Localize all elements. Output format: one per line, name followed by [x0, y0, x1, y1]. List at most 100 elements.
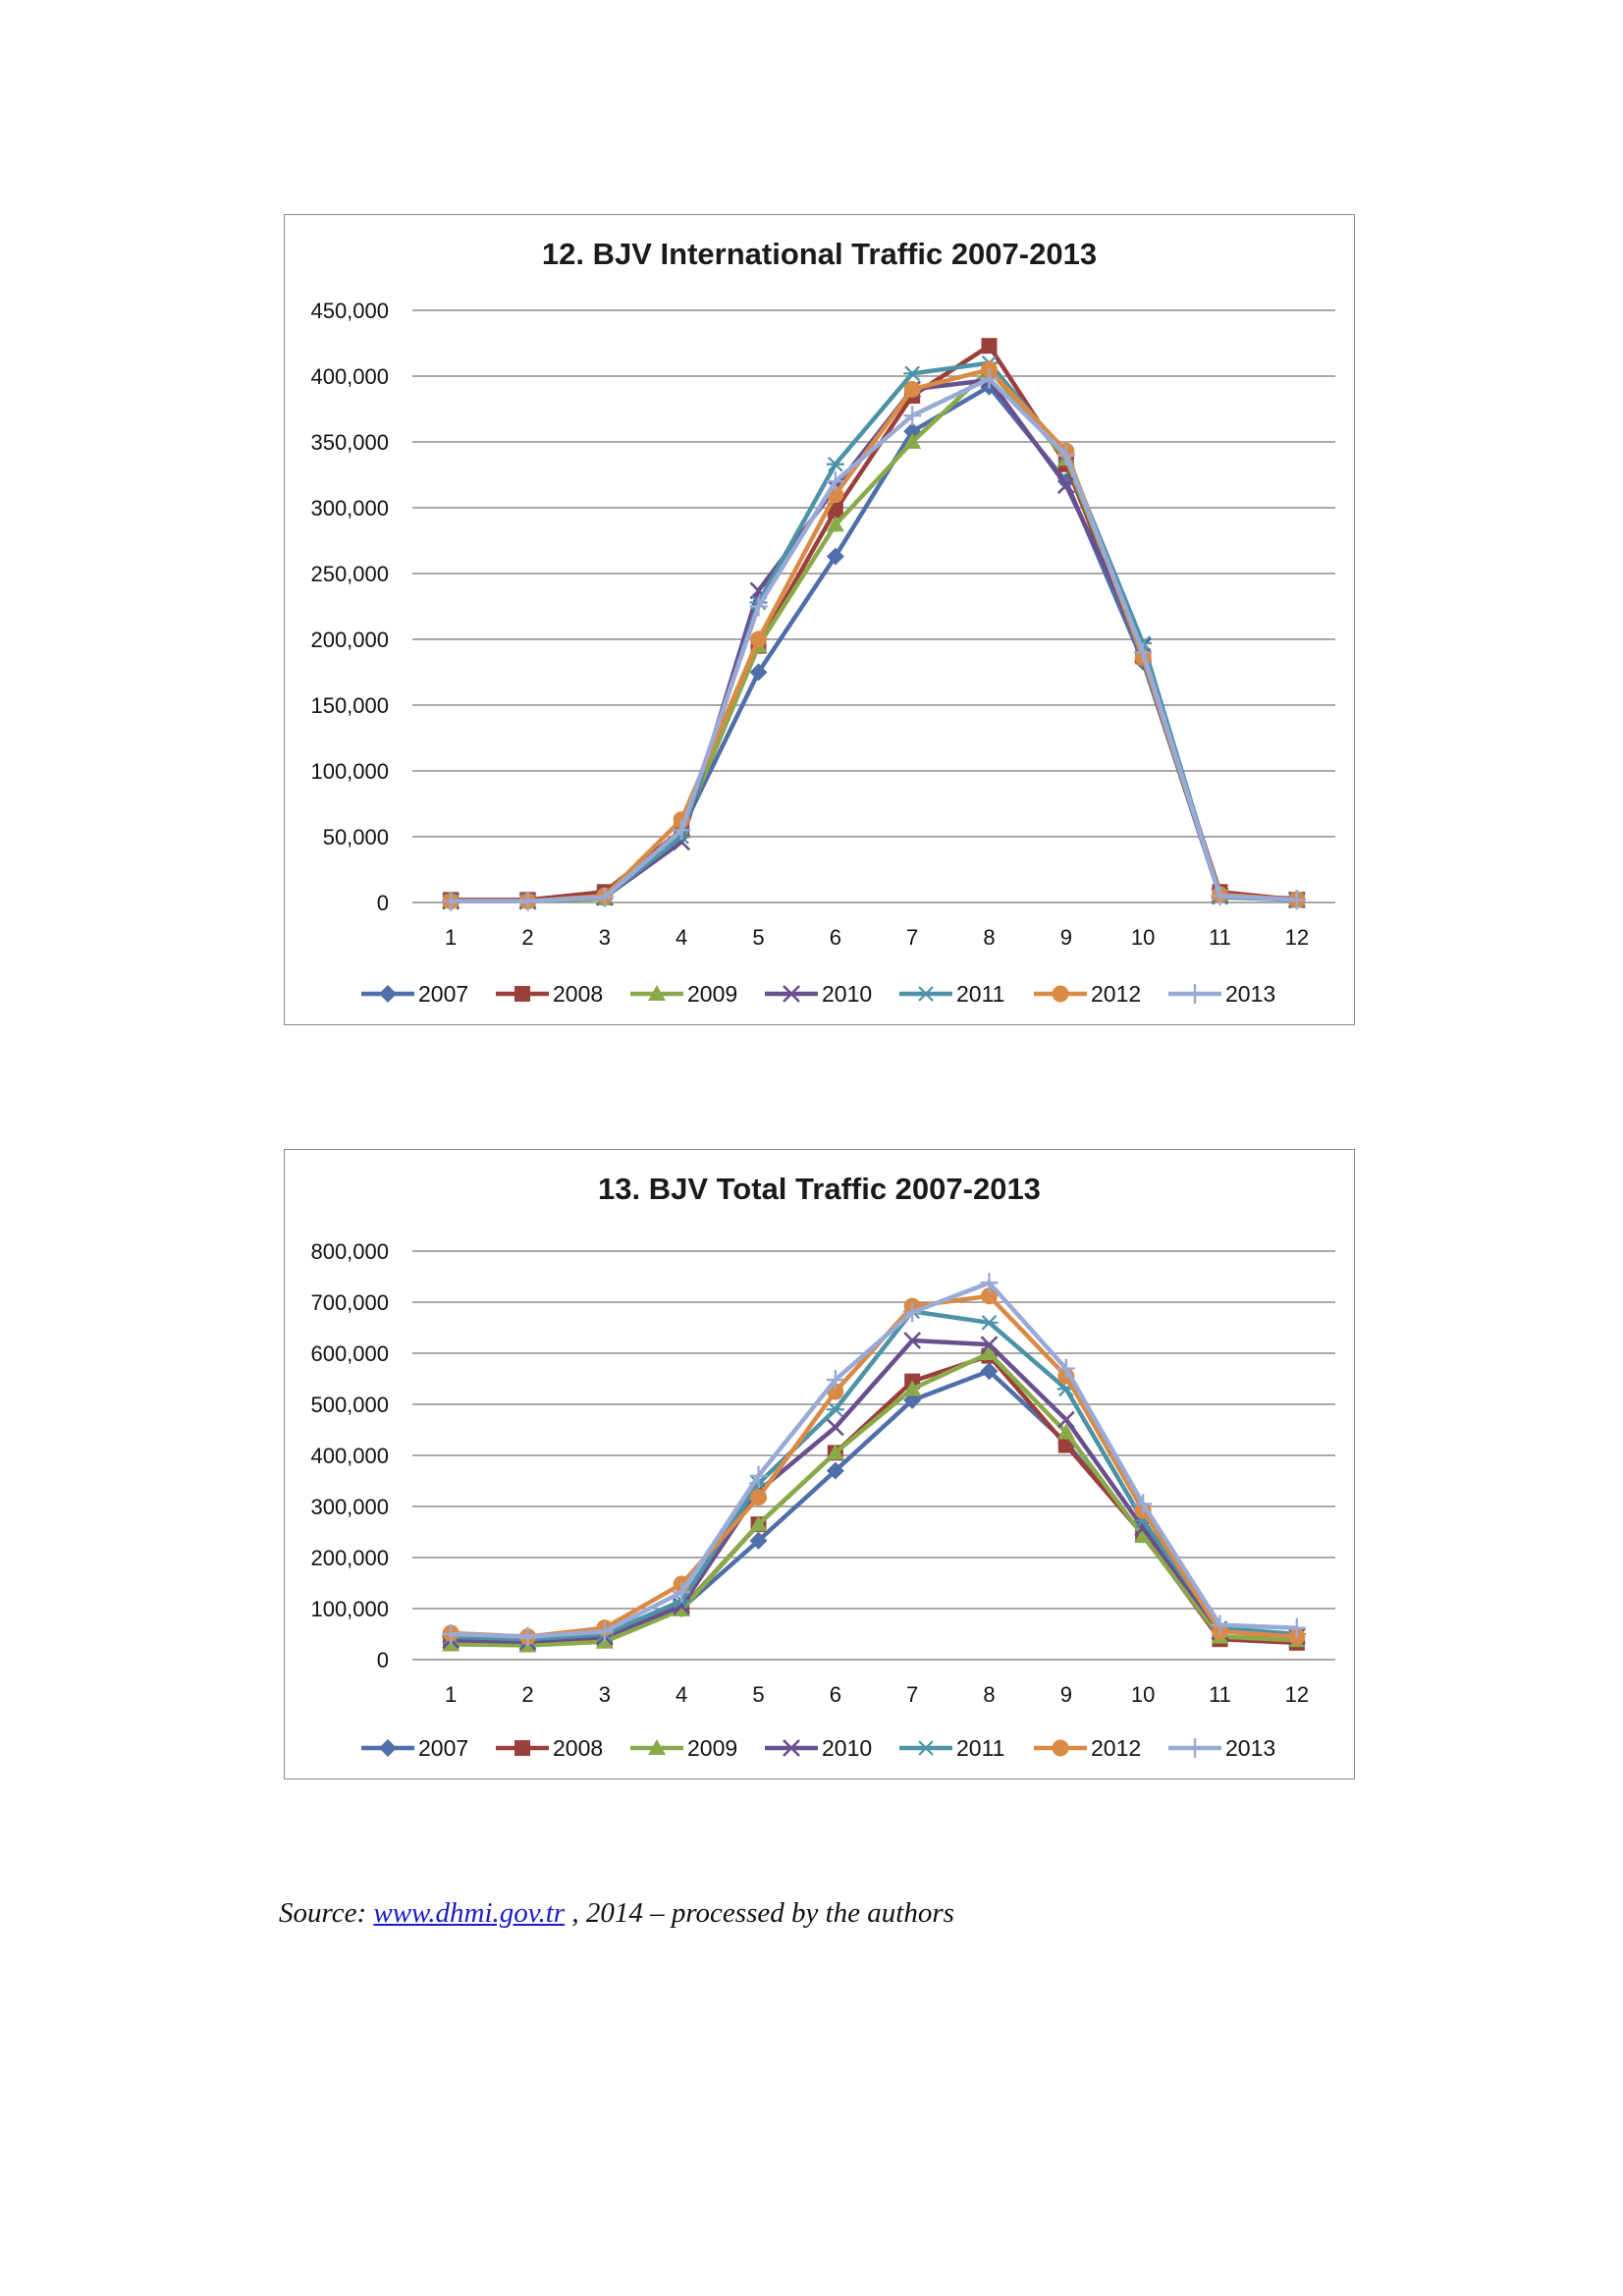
x-tick-label: 4	[676, 1682, 687, 1707]
data-point	[903, 365, 922, 382]
data-point	[826, 471, 844, 492]
series-line-2009	[448, 1350, 1300, 1648]
data-point	[749, 596, 768, 617]
data-point	[1056, 445, 1075, 465]
y-tick-label: 400,000	[310, 1444, 389, 1468]
x-tick-label: 1	[445, 925, 457, 950]
data-point	[1287, 890, 1306, 910]
data-point	[826, 457, 844, 472]
legend-item: 2012	[1034, 981, 1141, 1007]
total-traffic-plot: 0 100,000 200,000 300,000 400,000 500,000 600,…	[310, 1239, 1335, 1761]
data-point	[980, 1273, 999, 1293]
data-point	[980, 1315, 999, 1331]
x-tick-label: 5	[752, 1682, 764, 1707]
legend-swatch-marker	[783, 985, 800, 1003]
x-tick-label: 1	[445, 1682, 457, 1707]
series-2009	[442, 1344, 1306, 1653]
data-point	[903, 1391, 922, 1409]
y-tick-label: 600,000	[310, 1341, 389, 1366]
data-point	[826, 1401, 844, 1417]
y-tick-label: 500,000	[310, 1393, 389, 1417]
data-point	[750, 630, 767, 648]
data-point	[673, 1601, 691, 1617]
legend-label: 2010	[822, 981, 872, 1007]
data-point	[1056, 1358, 1075, 1379]
data-point	[903, 406, 922, 426]
data-point	[826, 1444, 844, 1460]
data-point	[749, 1531, 768, 1550]
x-tick-label: 3	[599, 925, 611, 950]
series-2013	[442, 1273, 1306, 1647]
legend-label: 2008	[553, 981, 603, 1007]
series-2012	[442, 360, 1306, 910]
x-tick-label: 9	[1060, 1682, 1072, 1707]
data-point	[518, 1626, 537, 1647]
data-point	[981, 338, 998, 355]
data-point	[903, 1380, 922, 1396]
data-point	[1211, 886, 1229, 906]
x-tick-label: 2	[521, 1682, 533, 1707]
series-2008	[443, 1347, 1305, 1653]
source-suffix: , 2014 – processed by the authors	[565, 1897, 954, 1929]
x-tick-label: 7	[906, 1682, 918, 1707]
legend-swatch-marker	[917, 1740, 935, 1756]
data-point	[1134, 1527, 1153, 1544]
y-tick-label: 200,000	[310, 628, 389, 652]
data-point	[1211, 1614, 1229, 1635]
legend-item: 2007	[361, 981, 468, 1007]
data-point	[595, 887, 614, 907]
legend-label: 2012	[1091, 1735, 1141, 1761]
legend-label: 2009	[687, 1735, 737, 1761]
y-tick-label: 800,000	[310, 1239, 389, 1264]
data-point	[673, 1582, 691, 1603]
data-point	[980, 1336, 999, 1354]
series-2007	[442, 377, 1306, 910]
legend-item: 2007	[361, 1735, 468, 1761]
legend-item: 2009	[630, 1735, 737, 1761]
y-tick-label: 300,000	[310, 496, 389, 520]
legend-swatch-marker	[1186, 984, 1204, 1004]
y-tick-label: 200,000	[310, 1546, 389, 1570]
legend-swatch-marker	[648, 1739, 666, 1755]
legend: 2007 2008 2009 2010 2011 2012 2013	[361, 1735, 1275, 1761]
legend-item: 2011	[899, 1735, 1004, 1761]
y-tick-label: 0	[377, 1648, 389, 1672]
x-tick-label: 11	[1209, 1682, 1231, 1707]
legend-label: 2013	[1225, 1735, 1275, 1761]
series-2010	[442, 1332, 1306, 1651]
y-tick-label: 400,000	[310, 364, 389, 389]
data-point	[442, 891, 460, 911]
x-tick-label: 4	[676, 925, 687, 950]
legend-item: 2009	[630, 981, 737, 1007]
legend-item: 2010	[765, 981, 872, 1007]
x-tick-label: 8	[983, 1682, 995, 1707]
data-point	[980, 1344, 999, 1360]
data-point	[826, 1418, 844, 1437]
source-link[interactable]: www.dhmi.gov.tr	[373, 1897, 566, 1929]
y-tick-label: 700,000	[310, 1290, 389, 1315]
x-tick-label: 8	[983, 925, 995, 950]
legend-label: 2007	[418, 1735, 468, 1761]
legend-label: 2008	[553, 1735, 603, 1761]
series-2012	[442, 1287, 1306, 1646]
legend-label: 2010	[822, 1735, 872, 1761]
data-point	[442, 1624, 460, 1644]
data-point	[903, 380, 921, 398]
data-point	[903, 1302, 922, 1323]
data-point	[826, 1461, 844, 1480]
data-point	[749, 1515, 768, 1532]
source-prefix: Source:	[279, 1897, 367, 1929]
legend: 2007 2008 2009 2010 2011 2012 2013	[361, 981, 1275, 1007]
y-tick-label: 100,000	[310, 1597, 389, 1621]
data-point	[518, 891, 537, 911]
x-tick-label: 11	[1209, 925, 1231, 950]
international-traffic-plot: 0 50,000 100,000 150,000 200,000 250,000 300,0…	[310, 299, 1335, 1007]
x-tick-label: 6	[830, 1682, 841, 1707]
source-citation: Source: www.dhmi.gov.tr , 2014 – process…	[279, 1897, 954, 1930]
y-tick-label: 100,000	[310, 759, 389, 784]
series-2008	[443, 338, 1305, 908]
y-tick-label: 350,000	[310, 430, 389, 455]
x-tick-label: 10	[1131, 925, 1155, 950]
data-point	[1134, 1494, 1153, 1514]
data-point	[903, 1332, 922, 1349]
